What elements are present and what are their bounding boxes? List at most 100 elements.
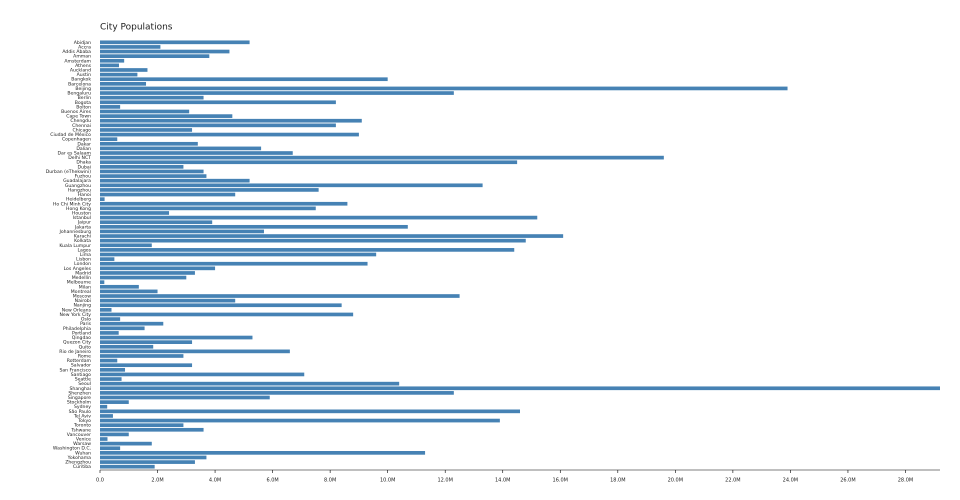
y-tick-label: Abidjan: [74, 40, 91, 46]
y-tick-label: Kuala Lumpur: [59, 243, 91, 249]
y-tick-label: Medellín: [72, 274, 91, 281]
y-tick-label: Sydney: [74, 404, 91, 410]
y-tick-label: New Orleans: [62, 307, 92, 313]
y-tick-label: Dakar: [77, 141, 91, 147]
bar: [100, 63, 119, 68]
y-tick-label: Qingdao: [72, 335, 91, 341]
x-tick-label: 18.0M: [610, 478, 625, 484]
y-tick-label: Lagos: [78, 247, 92, 253]
bar: [100, 326, 145, 331]
bar: [100, 321, 164, 326]
bar: [100, 40, 250, 45]
x-tick-label: 20.0M: [668, 478, 683, 484]
x-tick-label: 14.0M: [495, 478, 510, 484]
bar: [100, 165, 184, 169]
bar: [100, 418, 500, 423]
bar: [100, 238, 526, 243]
y-tick-label: Hangzhou: [68, 187, 91, 193]
bar: [100, 312, 354, 317]
bar: [100, 386, 940, 391]
y-tick-label: Curitiba: [73, 464, 91, 470]
y-tick-label: Houston: [72, 210, 91, 216]
x-tick-label: 28.0M: [898, 478, 913, 484]
y-tick-label: Guadalajara: [63, 178, 91, 184]
bar: [100, 451, 426, 455]
y-tick-label: Rio de Janeiro: [59, 349, 91, 355]
y-tick-label: London: [74, 261, 91, 267]
y-tick-label: Guangzhou: [65, 183, 91, 189]
y-tick-label: Austin: [77, 72, 92, 78]
bar: [100, 446, 121, 451]
y-tick-label: Philadelphia: [63, 326, 91, 332]
y-tick-label: Paris: [80, 321, 92, 327]
y-tick-label: Bangkok: [71, 77, 91, 83]
x-tick-label: 4.0M: [209, 478, 221, 484]
bar: [100, 220, 213, 225]
bar: [100, 58, 125, 63]
bar: [100, 201, 348, 206]
y-tick-label: Chennai: [72, 123, 91, 129]
y-tick-label: Seattle: [75, 377, 91, 383]
bar: [100, 409, 520, 414]
y-tick-label: Toronto: [73, 423, 91, 429]
y-tick-label: Bogota: [75, 100, 91, 106]
y-tick-label: Kolkata: [74, 238, 91, 244]
bar: [100, 45, 161, 49]
y-tick-label: Melbourne: [67, 280, 91, 286]
bar: [100, 308, 112, 312]
y-tick-label: Singapore: [68, 395, 91, 401]
bar: [100, 206, 316, 211]
x-tick-label: 8.0M: [324, 478, 336, 484]
y-tick-label: Delhi NCT: [68, 155, 91, 161]
y-tick-label: Barcelona: [68, 81, 91, 87]
y-tick-label: Los Angeles: [64, 266, 92, 272]
bar: [100, 280, 105, 285]
y-tick-label: Lisbon: [76, 257, 91, 263]
bar: [100, 155, 664, 160]
bar: [100, 95, 204, 100]
bar: [100, 54, 210, 58]
y-tick-label: Amsterdam: [64, 58, 91, 64]
y-tick-label: Bolton: [76, 104, 91, 110]
bar: [100, 146, 262, 151]
x-tick-label: 24.0M: [783, 478, 798, 484]
y-tick-label: Milan: [79, 284, 91, 290]
bar: [100, 404, 108, 409]
bar: [100, 224, 408, 229]
y-tick-label: Madrid: [75, 270, 91, 276]
y-tick-label: Buenos Aires: [61, 109, 91, 115]
y-tick-label: Chicago: [73, 127, 92, 133]
bar: [100, 169, 204, 174]
y-tick-label: Nairobi: [75, 298, 91, 304]
y-tick-label: Washington D.C.: [53, 446, 91, 452]
y-tick-label: Ciudad de México: [50, 131, 91, 138]
bar: [100, 441, 152, 446]
y-tick-label: Nanjing: [73, 303, 91, 309]
x-tick-label: 0.0: [96, 478, 104, 484]
y-tick-label: Moscow: [73, 294, 92, 300]
x-tick-label: 26.0M: [840, 478, 855, 484]
bar: [100, 437, 108, 441]
x-tick-label: 12.0M: [437, 478, 452, 484]
bar: [100, 123, 336, 128]
bar: [100, 188, 319, 192]
bar: [100, 229, 264, 234]
y-tick-label: São Paulo: [69, 409, 92, 415]
y-tick-label: Rotterdam: [67, 358, 92, 364]
bar: [100, 372, 305, 377]
bar: [100, 128, 193, 132]
bar: [100, 151, 293, 155]
bar: [100, 303, 342, 308]
y-tick-label: Istanbul: [73, 215, 91, 221]
bar: [100, 160, 518, 165]
bar: [100, 197, 105, 201]
bar: [100, 455, 207, 460]
y-tick-label: Ho Chi Minh City: [53, 201, 91, 207]
bar: [100, 391, 454, 395]
y-tick-label: Fuzhou: [75, 174, 91, 180]
y-tick-label: Karachi: [74, 234, 91, 240]
bar: [100, 340, 193, 344]
bar: [100, 183, 483, 188]
y-tick-label: Chengdu: [70, 118, 91, 124]
